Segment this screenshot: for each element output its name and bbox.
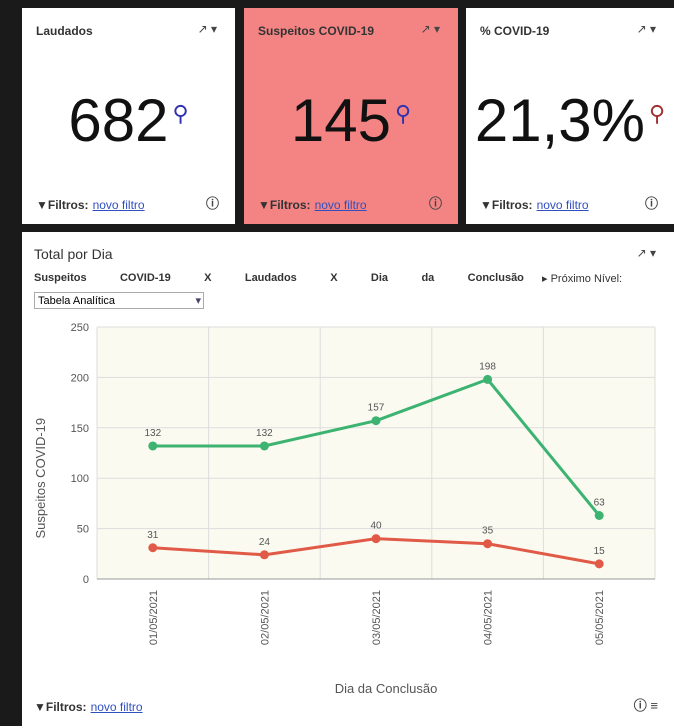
- info-icon[interactable]: ⓘ: [428, 196, 442, 211]
- card-title: % COVID-19: [480, 24, 550, 38]
- point: [594, 510, 604, 520]
- value-label: 40: [370, 521, 382, 532]
- card: Suspeitos COVID-19 ↗ ▾ 145 ⚲ ▼Filtros: nov…: [244, 8, 458, 224]
- filter-link[interactable]: novo filtro: [536, 198, 589, 212]
- card-value-box: 145 ⚲: [244, 86, 458, 155]
- y-tick-label: 200: [71, 372, 89, 384]
- y-tick-label: 100: [71, 473, 89, 485]
- subtitle-word: COVID-19: [119, 272, 171, 284]
- point: [483, 374, 493, 384]
- subtitle-word: X: [204, 272, 212, 284]
- x-tick-label: 01/05/2021: [148, 590, 160, 645]
- filter-link[interactable]: novo filtro: [314, 198, 367, 212]
- filter-label: Filtros:: [491, 198, 533, 212]
- filter-link[interactable]: novo filtro: [92, 198, 145, 212]
- card-value-box: 21,3% ⚲: [466, 86, 674, 155]
- y-tick-label: 150: [71, 423, 89, 435]
- card-value: 21,3%: [474, 87, 645, 154]
- subtitle-word: X: [330, 272, 338, 284]
- select-value: Tabela Analítica: [38, 295, 116, 307]
- value-label: 31: [147, 530, 159, 541]
- x-tick-label: 03/05/2021: [371, 590, 383, 645]
- card-filter: ▼Filtros: novo filtro: [36, 198, 145, 212]
- search-icon[interactable]: ⚲: [649, 101, 666, 126]
- point: [594, 559, 604, 569]
- subtitle-word: Dia: [370, 272, 389, 284]
- point: [148, 441, 158, 451]
- subtitle-word: Laudados: [244, 272, 297, 284]
- card-actions[interactable]: ↗ ▾: [420, 22, 440, 36]
- point: [371, 416, 381, 426]
- search-icon[interactable]: ⚲: [394, 101, 412, 126]
- card-value: 145: [290, 87, 391, 154]
- filter-label: Filtros:: [269, 198, 311, 212]
- panel-filter: ▼Filtros: novo filtro: [34, 700, 143, 714]
- info-icon[interactable]: ⓘ: [644, 196, 658, 211]
- point: [259, 441, 269, 451]
- value-label: 198: [479, 361, 496, 372]
- card-title: Suspeitos COVID-19: [258, 24, 375, 38]
- point: [148, 543, 158, 553]
- card-actions[interactable]: ↗ ▾: [636, 22, 656, 36]
- subtitle-word: da: [421, 272, 435, 284]
- card-value-box: 682 ⚲: [22, 86, 235, 155]
- x-tick-label: 05/05/2021: [594, 590, 606, 645]
- card-value: 682: [68, 87, 169, 154]
- y-tick-label: 250: [71, 322, 89, 334]
- value-label: 157: [368, 403, 385, 414]
- value-label: 63: [594, 497, 606, 508]
- point: [371, 534, 381, 544]
- card-filter: ▼Filtros: novo filtro: [258, 198, 367, 212]
- y-tick-label: 50: [77, 524, 89, 536]
- value-label: 132: [256, 428, 273, 439]
- y-axis-label: Suspeitos COVID-19: [33, 418, 48, 539]
- info-icon[interactable]: ⓘ: [205, 196, 219, 211]
- subtitle-word: Suspeitos: [34, 272, 87, 284]
- select[interactable]: Tabela Analítica ▾: [34, 292, 204, 309]
- next-level[interactable]: ▸ Próximo Nível:: [542, 273, 623, 285]
- card-filter: ▼Filtros: novo filtro: [480, 198, 589, 212]
- panel-menu[interactable]: ⓘ ≡: [633, 698, 658, 713]
- card: Laudados ↗ ▾ 682 ⚲ ▼Filtros: novo filtro ⓘ: [22, 8, 235, 224]
- subtitle-word: Conclusão: [467, 272, 524, 284]
- filter-label: Filtros:: [45, 700, 87, 714]
- panel-title: Total por Dia: [34, 246, 113, 262]
- x-axis-label: Dia da Conclusão: [335, 681, 438, 696]
- point: [483, 539, 493, 549]
- filter-label: Filtros:: [47, 198, 89, 212]
- card: % COVID-19 ↗ ▾ 21,3% ⚲ ▼Filtros: novo filt…: [466, 8, 674, 224]
- value-label: 15: [594, 546, 606, 557]
- value-label: 24: [259, 537, 271, 548]
- card-actions[interactable]: ↗ ▾: [197, 22, 217, 36]
- search-icon[interactable]: ⚲: [172, 101, 189, 126]
- point: [259, 550, 269, 560]
- card-title: Laudados: [36, 24, 93, 38]
- panel-subtitle: Suspeitos COVID-19 X Laudados X Dia da Conclusã…: [34, 272, 524, 284]
- panel-actions[interactable]: ↗ ▾: [636, 246, 656, 260]
- x-tick-label: 02/05/2021: [259, 590, 271, 645]
- filter-link[interactable]: novo filtro: [90, 700, 143, 714]
- value-label: 132: [144, 428, 161, 439]
- value-label: 35: [482, 526, 494, 537]
- x-tick-label: 04/05/2021: [483, 590, 495, 645]
- next-level-label: Próximo Nível:: [550, 273, 623, 285]
- y-tick-label: 0: [83, 574, 89, 586]
